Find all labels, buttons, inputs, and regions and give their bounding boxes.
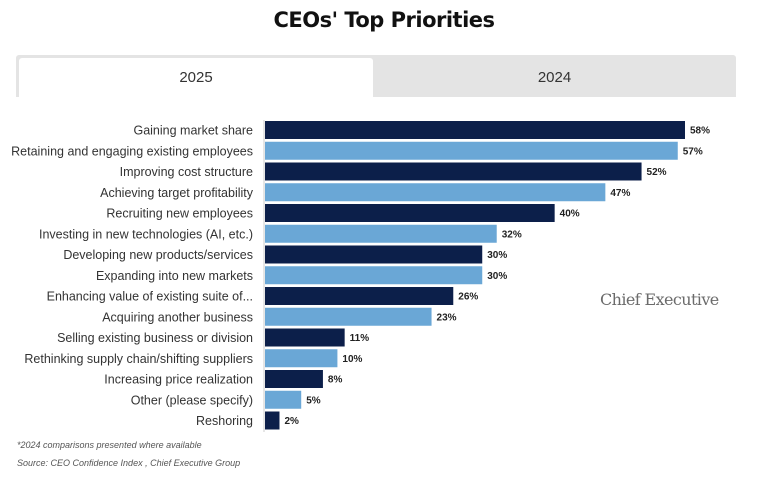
bar-chart: Gaining market share 58% Retaining and eng…: [11, 120, 710, 432]
bar: [265, 266, 483, 285]
bar: [265, 411, 280, 430]
value-label: 57%: [683, 146, 703, 157]
tab-2024[interactable]: 2024: [537, 69, 572, 86]
value-label: 26%: [458, 292, 478, 303]
value-label: 32%: [502, 229, 522, 240]
value-label: 52%: [647, 167, 667, 178]
year-tabs: 2025 2024: [16, 55, 736, 97]
category-label: Reshoring: [196, 414, 253, 428]
category-label: Improving cost structure: [120, 165, 253, 179]
bar: [265, 204, 555, 222]
bar: [265, 141, 678, 160]
category-label: Increasing price realization: [104, 373, 253, 387]
category-label: Developing new products/services: [63, 248, 253, 262]
footnote-source: Source: CEO Confidence Index , Chief Exe…: [17, 458, 241, 468]
chief-executive-logo: Chief Executive: [600, 290, 719, 309]
category-label: Selling existing business or division: [57, 331, 253, 345]
bar: [265, 349, 338, 368]
category-label: Expanding into new markets: [96, 269, 253, 283]
value-label: 8%: [328, 375, 343, 386]
bar: [265, 183, 606, 202]
value-label: 47%: [610, 188, 630, 199]
value-label: 40%: [560, 209, 580, 220]
bar: [265, 328, 345, 347]
category-label: Other (please specify): [131, 393, 253, 407]
category-label: Gaining market share: [133, 124, 253, 138]
value-label: 30%: [487, 250, 507, 261]
bar: [265, 370, 323, 388]
bar: [265, 121, 685, 139]
category-label: Achieving target profitability: [100, 186, 254, 200]
value-label: 5%: [306, 395, 321, 406]
value-label: 23%: [437, 312, 457, 323]
value-label: 11%: [350, 333, 370, 344]
category-label: Acquiring another business: [102, 310, 253, 324]
value-label: 58%: [690, 126, 710, 137]
bar: [265, 307, 432, 326]
bar: [265, 162, 642, 181]
category-label: Rethinking supply chain/shifting supplie…: [24, 352, 253, 366]
value-label: 10%: [342, 354, 362, 365]
chart-title: CEOs' Top Priorities: [273, 8, 495, 32]
value-label: 2%: [284, 416, 299, 427]
category-label: Enhancing value of existing suite of...: [47, 290, 253, 304]
footnote-comparison: *2024 comparisons presented where availa…: [17, 440, 202, 450]
bar: [265, 287, 454, 305]
value-label: 30%: [487, 271, 507, 282]
bar: [265, 224, 497, 243]
bar: [265, 245, 483, 264]
bar: [265, 390, 302, 409]
category-label: Investing in new technologies (AI, etc.): [39, 227, 253, 241]
category-label: Retaining and engaging existing employee…: [11, 144, 253, 158]
category-label: Recruiting new employees: [106, 207, 253, 221]
tab-2025[interactable]: 2025: [19, 58, 373, 97]
